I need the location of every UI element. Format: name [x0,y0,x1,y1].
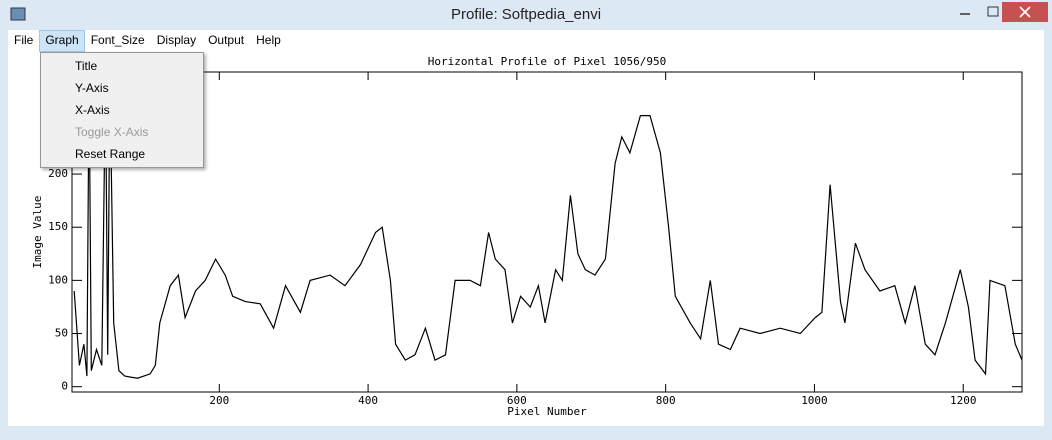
y-tick-label: 200 [48,167,68,180]
plot-frame [71,71,1023,393]
menu-item[interactable]: Font_Size [90,33,145,47]
y-tick-label: 150 [48,220,68,233]
x-tick-label: 1000 [801,394,828,407]
window-controls[interactable] [948,2,1048,24]
menu-item[interactable]: Help [256,33,281,47]
y-tick-label: 0 [61,380,68,393]
x-tick-label: 1200 [950,394,977,407]
dropdown-item: Toggle X-Axis [75,125,149,139]
menu-item[interactable]: Output [208,33,245,47]
y-tick-label: 100 [48,273,68,286]
dropdown-item[interactable]: Title [75,59,98,73]
dropdown-item[interactable]: Y-Axis [75,81,109,95]
y-axis-label: Image Value [31,196,44,269]
plot [73,78,1022,379]
window-title: Profile: Softpedia_envi [450,6,602,23]
y-tick-label: 50 [55,327,68,340]
chart-title: Horizontal Profile of Pixel 1056/950 [428,55,666,68]
dropdown-item[interactable]: Reset Range [75,147,146,161]
dropdown-item[interactable]: X-Axis [75,103,110,117]
x-tick-label: 200 [209,394,229,407]
x-tick-label: 800 [656,394,676,407]
menu-item[interactable]: Display [156,33,197,47]
title-bar: Profile: Softpedia_envi [0,0,1052,30]
menu-item[interactable]: File [14,33,34,47]
menu-item[interactable]: Graph [39,30,85,52]
x-axis-label: Pixel Number [507,405,587,418]
dropdown-menu: Title Y-Axis X-Axis Toggle X-Axis Reset Rang… [40,52,204,168]
menu-bar: File Graph Font_Size Display Output Help [8,30,1044,52]
profile-line [73,78,1022,379]
x-tick-label: 600 [507,394,527,407]
x-tick-label: 400 [358,394,378,407]
app-icon [10,7,26,21]
